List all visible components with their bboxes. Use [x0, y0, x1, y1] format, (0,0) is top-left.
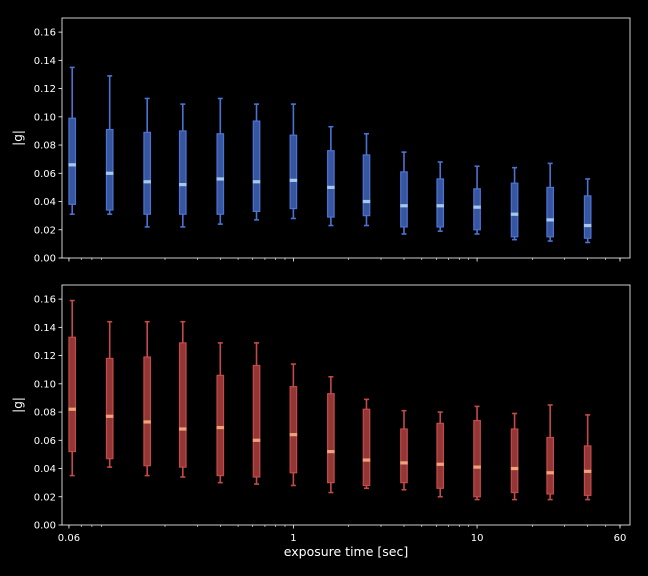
bottom-box-5 — [216, 342, 225, 484]
top-y-axis-label: |g| — [11, 130, 25, 146]
box-iqr — [143, 356, 152, 467]
top-plot-frame — [61, 17, 631, 259]
top-box-12 — [473, 165, 481, 235]
bottom-boxes — [68, 299, 592, 501]
bottom-x-tick-label: 10 — [471, 533, 484, 544]
top-y-tick-label: 0.08 — [34, 141, 56, 152]
box-iqr — [68, 336, 77, 453]
bottom-box-6 — [252, 342, 261, 485]
box-iqr — [178, 342, 187, 468]
box-iqr — [510, 428, 519, 494]
bottom-box-7 — [289, 363, 298, 487]
box-iqr — [400, 171, 408, 228]
bottom-y-tick-label: 0.06 — [34, 436, 56, 447]
bottom-x-tick-label: 60 — [614, 533, 627, 544]
top-box-6 — [252, 103, 261, 221]
box-iqr — [436, 178, 445, 228]
x-axis-label: exposure time [sec] — [284, 544, 408, 559]
box-iqr — [327, 393, 335, 484]
bottom-box-13 — [510, 412, 519, 501]
box-iqr — [583, 195, 592, 239]
bottom-y-tick-label: 0.14 — [34, 323, 56, 334]
bottom-panel: 0.00 0.02 0.04 0.06 0.08 0.10 0.12 0.14 0.16 0.0… — [11, 284, 631, 559]
bottom-box-4 — [178, 320, 187, 478]
top-box-13 — [510, 166, 519, 241]
box-iqr — [252, 364, 261, 478]
top-boxes — [68, 66, 592, 244]
top-y-tick-label: 0.16 — [34, 28, 56, 39]
box-iqr — [400, 428, 408, 484]
box-iqr — [178, 130, 187, 215]
bottom-y-axis: 0.00 0.02 0.04 0.06 0.08 0.10 0.12 0.14 0.16 — [34, 295, 62, 532]
top-panel: 0.00 0.02 0.04 0.06 0.08 0.10 0.12 0.14 0.16 |g| — [11, 17, 631, 265]
box-iqr — [362, 154, 371, 217]
bottom-box-2 — [105, 320, 114, 468]
bottom-box-1 — [68, 299, 77, 477]
top-y-tick-label: 0.00 — [34, 254, 56, 265]
bottom-x-tick-label: 1 — [290, 533, 296, 544]
bottom-plot-frame — [61, 284, 631, 526]
top-y-tick-label: 0.04 — [34, 197, 56, 208]
bottom-y-tick-label: 0.12 — [34, 351, 56, 362]
top-box-2 — [105, 75, 114, 216]
top-y-axis: 0.00 0.02 0.04 0.06 0.08 0.10 0.12 0.14 0.16 — [34, 28, 62, 265]
box-iqr — [289, 134, 298, 210]
box-iqr — [473, 419, 481, 498]
bottom-box-11 — [436, 411, 445, 498]
top-box-7 — [289, 103, 298, 220]
box-iqr — [216, 374, 225, 477]
top-box-10 — [400, 151, 408, 235]
bottom-box-12 — [473, 405, 481, 501]
bottom-y-axis-label: |g| — [11, 397, 25, 413]
top-box-9 — [362, 132, 371, 227]
bottom-x-tick-label: 0.06 — [58, 533, 80, 544]
top-box-11 — [436, 161, 445, 232]
bottom-y-tick-label: 0.10 — [34, 379, 56, 390]
bottom-box-14 — [546, 404, 555, 501]
top-box-3 — [143, 97, 152, 228]
box-iqr — [546, 436, 555, 495]
box-iqr — [252, 120, 261, 213]
box-iqr — [105, 128, 114, 211]
box-iqr — [436, 422, 445, 489]
bottom-y-tick-label: 0.16 — [34, 295, 56, 306]
bottom-x-axis: 0.06 1 10 60 — [58, 525, 627, 544]
top-box-8 — [327, 125, 335, 227]
bottom-box-10 — [400, 409, 408, 491]
bottom-y-tick-label: 0.08 — [34, 408, 56, 419]
box-iqr — [68, 117, 77, 205]
top-y-tick-label: 0.12 — [34, 84, 56, 95]
box-iqr — [362, 408, 371, 487]
bottom-y-tick-label: 0.04 — [34, 464, 56, 475]
top-box-4 — [178, 103, 187, 228]
top-box-5 — [216, 97, 225, 225]
bottom-box-8 — [327, 375, 335, 494]
bottom-y-tick-label: 0.00 — [34, 521, 56, 532]
top-y-tick-label: 0.02 — [34, 225, 56, 236]
top-box-1 — [68, 66, 77, 216]
box-iqr — [289, 386, 298, 474]
bottom-box-3 — [143, 320, 152, 477]
box-iqr — [546, 186, 555, 238]
top-box-14 — [546, 162, 555, 242]
box-iqr — [510, 182, 519, 238]
top-y-tick-label: 0.14 — [34, 56, 56, 67]
box-iqr — [327, 150, 335, 218]
box-iqr — [105, 357, 114, 460]
bottom-box-9 — [362, 398, 371, 490]
top-y-tick-label: 0.10 — [34, 112, 56, 123]
bottom-box-15 — [583, 414, 592, 501]
bottom-y-tick-label: 0.02 — [34, 492, 56, 503]
top-x-axis — [68, 258, 621, 262]
top-box-15 — [583, 178, 592, 244]
box-iqr — [473, 188, 481, 231]
top-y-tick-label: 0.06 — [34, 169, 56, 180]
box-iqr — [216, 133, 225, 215]
box-iqr — [143, 131, 152, 215]
